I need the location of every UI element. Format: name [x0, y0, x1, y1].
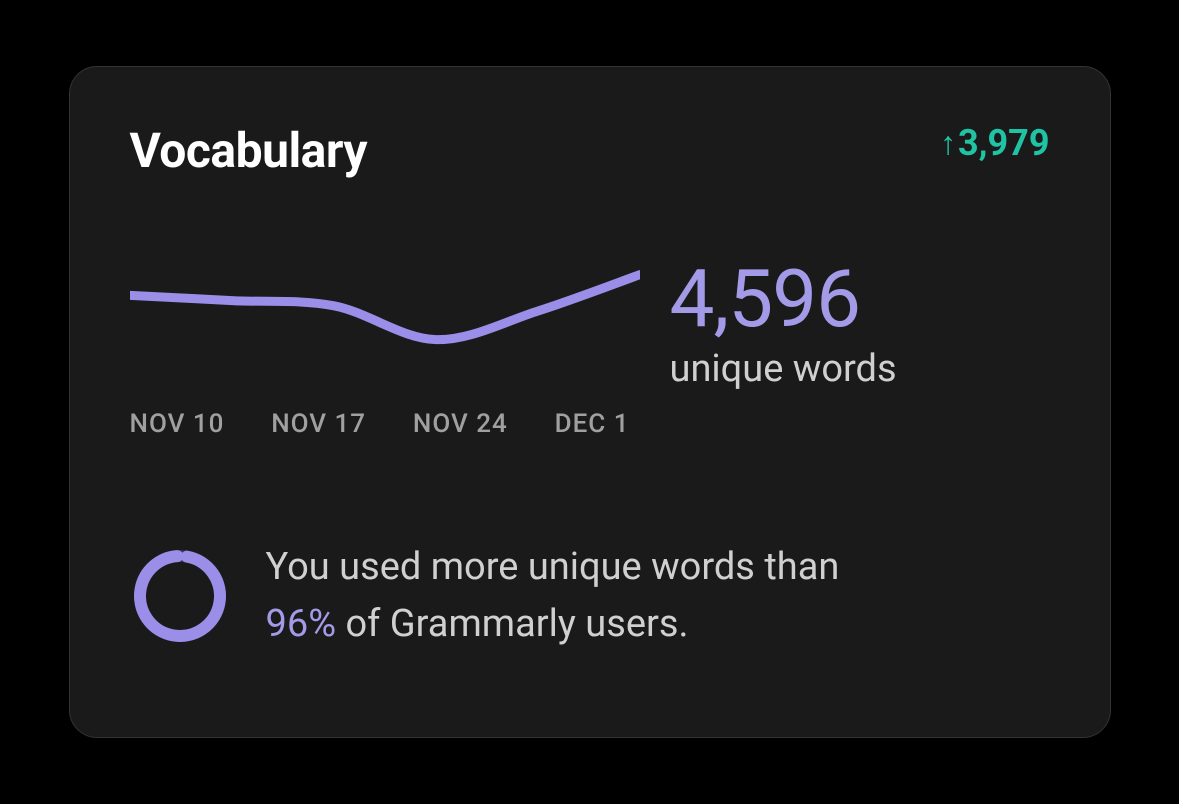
x-axis-label: DEC 1 [555, 409, 630, 439]
stat-row: You used more unique words than 96% of G… [130, 539, 1050, 653]
chart-section: NOV 10 NOV 17 NOV 24 DEC 1 [130, 259, 640, 439]
sparkline-path [130, 275, 640, 340]
stat-text-before: You used more unique words than [266, 545, 840, 589]
ring-foreground [133, 550, 226, 643]
stat-text-after: of Grammarly users. [336, 602, 688, 646]
metric-label: unique words [670, 347, 1050, 391]
card-title: Vocabulary [130, 122, 368, 179]
x-axis-label: NOV 24 [413, 409, 508, 439]
sparkline-chart [130, 259, 640, 389]
x-axis-label: NOV 17 [271, 409, 366, 439]
delta-badge: ↑3,979 [940, 122, 1049, 164]
vocabulary-card: Vocabulary ↑3,979 NOV 10 NOV 17 NOV 24 DEC … [69, 66, 1111, 738]
arrow-up-icon: ↑ [940, 127, 956, 159]
main-row: NOV 10 NOV 17 NOV 24 DEC 1 4,596 unique wor… [130, 259, 1050, 439]
stat-percent: 96% [266, 602, 337, 646]
chart-x-axis: NOV 10 NOV 17 NOV 24 DEC 1 [130, 409, 640, 439]
stat-text: You used more unique words than 96% of G… [266, 539, 840, 653]
metric-section: 4,596 unique words [670, 259, 1050, 391]
delta-value: 3,979 [958, 122, 1049, 164]
x-axis-label: NOV 10 [130, 409, 225, 439]
card-header: Vocabulary ↑3,979 [130, 122, 1050, 179]
metric-value: 4,596 [670, 259, 1050, 339]
progress-ring-icon [130, 546, 230, 646]
